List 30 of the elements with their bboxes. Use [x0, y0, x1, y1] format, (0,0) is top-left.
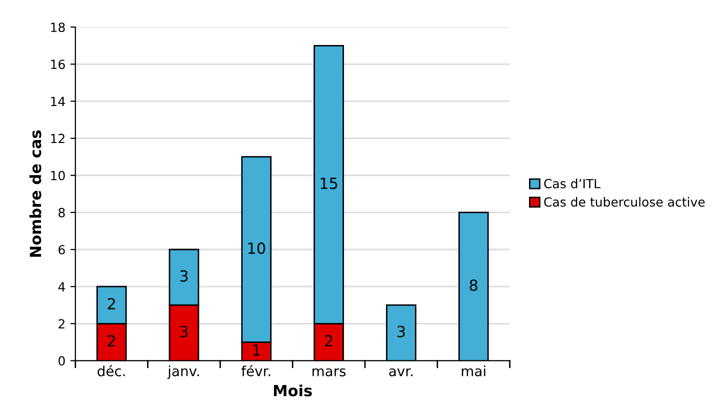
y-tick-label: 4	[58, 282, 65, 292]
data-label: 2	[108, 335, 115, 346]
legend-label: Cas de tuberculose active	[544, 197, 705, 207]
y-tick-label: 10	[51, 170, 65, 180]
data-label: 2	[325, 335, 332, 346]
y-tick-label: 8	[58, 208, 65, 218]
x-tick-label: mars	[312, 368, 346, 376]
y-tick-label: 6	[58, 244, 65, 254]
x-axis-title: Mois	[274, 384, 312, 396]
data-label: 3	[180, 270, 188, 282]
y-tick-label: 2	[58, 319, 64, 328]
y-tick-label: 16	[51, 60, 65, 70]
data-label: 10	[248, 242, 266, 254]
data-label: 8	[470, 279, 478, 292]
x-tick-label: mai	[462, 366, 486, 376]
data-label: 1	[253, 344, 260, 356]
data-label: 2	[108, 298, 115, 310]
x-tick-label: janv.	[167, 366, 199, 380]
y-tick-label: 18	[51, 22, 65, 32]
data-label: 15	[320, 178, 338, 190]
data-label: 3	[180, 326, 188, 338]
x-tick-label: févr.	[241, 365, 270, 376]
legend-label: Cas d’ITL	[544, 178, 600, 188]
y-tick-label: 14	[51, 96, 65, 106]
x-tick-label: avr.	[389, 368, 412, 376]
y-tick-label: 12	[51, 134, 64, 144]
y-tick-label: 0	[58, 356, 65, 366]
x-tick-label: déc.	[98, 365, 125, 376]
data-label: 3	[397, 326, 405, 338]
y-axis-title: Nombre de cas	[29, 130, 42, 257]
